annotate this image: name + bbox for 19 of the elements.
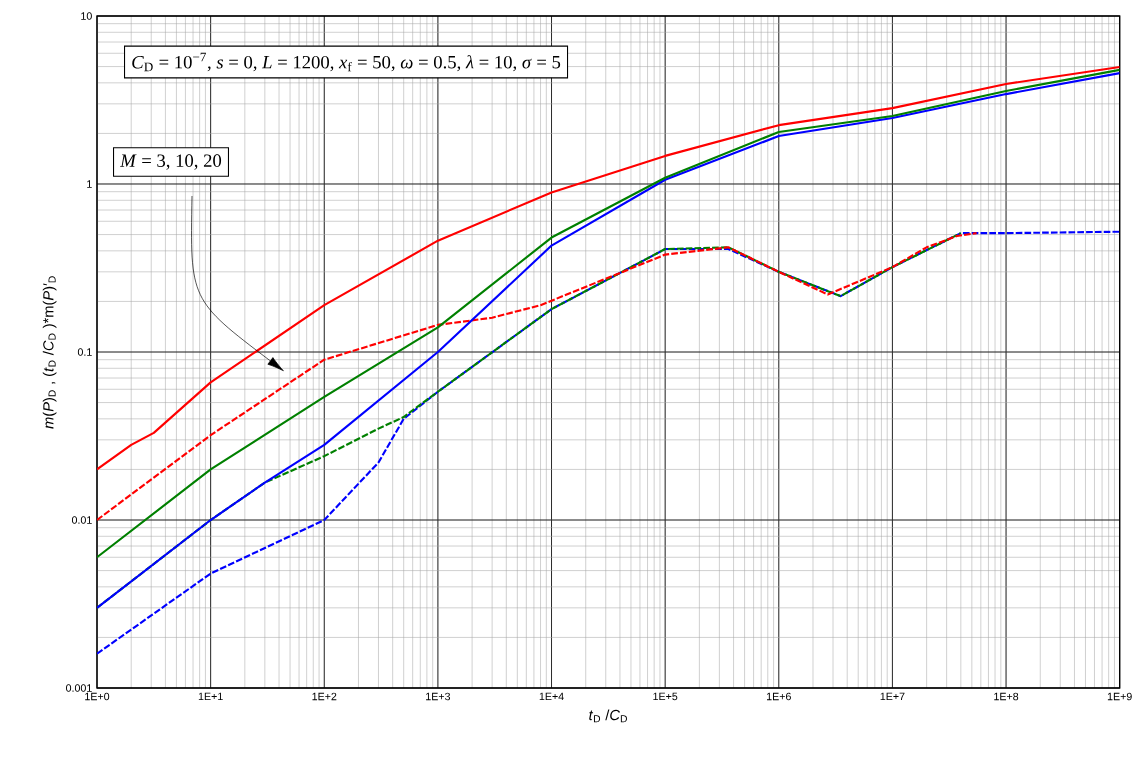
y-tick-label: 0.01 [71,516,92,524]
x-tick-label: 1E+4 [539,692,564,701]
x-axis-title: t$_{D}$ /C$_{D}$ [589,709,627,723]
x-tick-label: 1E+3 [426,692,451,701]
x-tick-label: 1E+7 [880,692,905,701]
x-tick-label: 1E+8 [994,692,1019,701]
x-tick-label: 1E+1 [198,692,223,701]
text: m(P)$_{D}$ , (t$_{D}$ /C$_{D}$ )*m(P)′$_{D}$ [42,276,57,429]
x-tick-label: 1E+0 [85,692,110,701]
y-tick-label: 10 [81,12,92,20]
y-tick-label: 1 [87,180,92,188]
y-tick-label: 0.001 [66,684,92,692]
text: C$_{D}$ = 10$^{−7}$, s = 0, L = 1200, x$_{f}$ = 50, ω = 0.5, λ = 10, σ = 5 [132,52,561,72]
x-tick-label: 1E+6 [767,692,791,701]
x-tick-label: 1E+9 [1107,692,1132,701]
annotation: M = 3, 10, 20 [120,154,222,170]
x-tick-label: 1E+2 [312,692,337,701]
y-tick-label: 0.1 [77,348,92,356]
x-tick-label: 1E+5 [653,692,678,701]
